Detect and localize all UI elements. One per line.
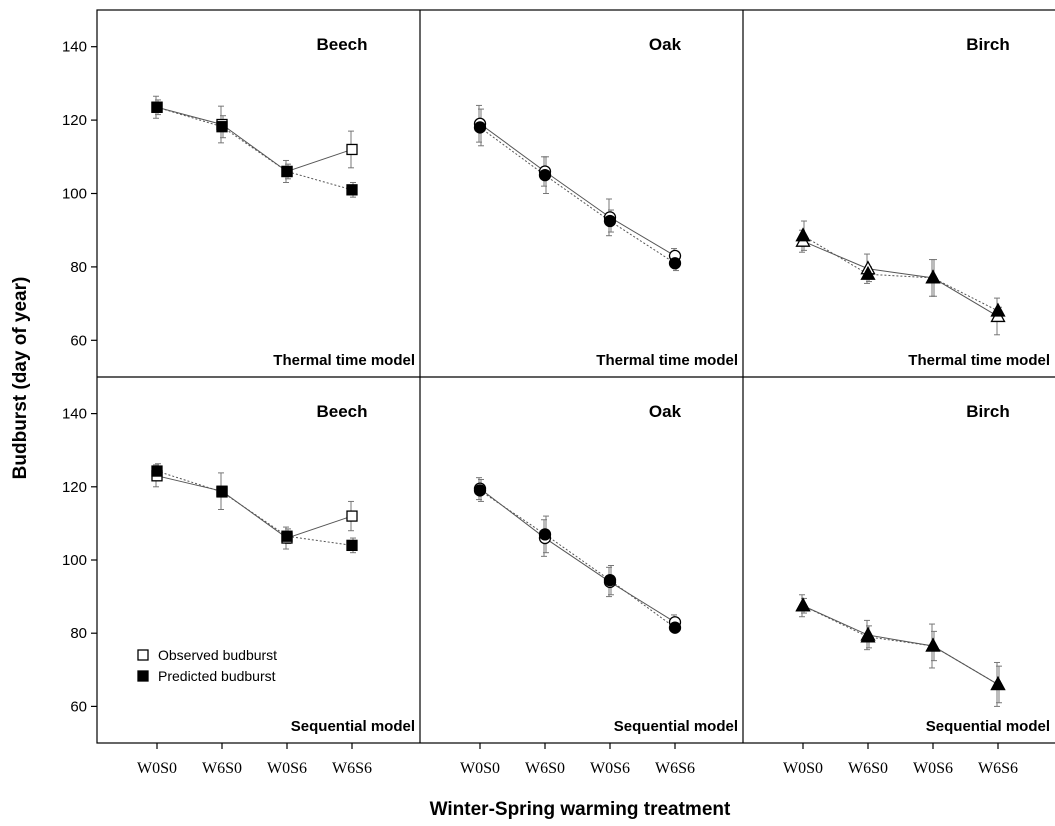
y-tick-label: 60 <box>70 698 87 715</box>
y-tick-label: 140 <box>62 39 87 56</box>
predicted-point-w6s0 <box>860 628 876 643</box>
y-tick-label: 120 <box>62 112 87 129</box>
x-tick-label: W6S0 <box>525 760 565 777</box>
series-line-observed <box>156 106 353 173</box>
y-tick-label: 100 <box>62 186 87 203</box>
predicted-point-w6s6 <box>990 302 1006 317</box>
panel-beech-thermal: Beech Thermal time model <box>151 35 415 369</box>
predicted-point-w6s6 <box>346 539 358 552</box>
axes-layer: 60 80 100 120 140 60 80 100 120 140 W0S0 W6S0 W0S6 W6… <box>62 9 1055 777</box>
x-tick-label: W0S6 <box>267 760 307 777</box>
x-tick-label: W0S0 <box>783 760 823 777</box>
series-line-predicted <box>802 235 999 312</box>
legend: Observed budburst Predicted budburst <box>137 647 277 684</box>
series-line-observed <box>479 123 676 257</box>
panel-species-title: Beech <box>316 35 367 54</box>
panel-species-title: Birch <box>966 402 1009 421</box>
x-tick-label: W6S6 <box>655 760 695 777</box>
panel-oak-thermal: Oak Thermal time model <box>473 35 738 369</box>
series-line-observed <box>479 488 676 623</box>
series-line-predicted <box>802 605 999 685</box>
y-tick-label: 80 <box>70 259 87 276</box>
predicted-point-w6s0 <box>538 528 552 541</box>
predicted-point-w6s0 <box>216 486 228 498</box>
observed-point-w6s6 <box>346 510 358 522</box>
panel-species-title: Oak <box>649 35 682 54</box>
panel-model-label: Sequential model <box>926 718 1050 735</box>
panel-birch-thermal: Birch Thermal time model <box>795 35 1050 369</box>
panel-species-title: Birch <box>966 35 1009 54</box>
predicted-point-w0s6 <box>603 214 617 228</box>
y-axis-title: Budburst (day of year) <box>10 277 31 480</box>
panels-layer: Beech Thermal time model Oak Thermal time m… <box>151 35 1050 735</box>
legend-label: Observed budburst <box>158 647 277 663</box>
x-tick-label: W6S6 <box>332 760 372 777</box>
predicted-point-w0s0 <box>473 121 487 134</box>
y-tick-label: 60 <box>70 332 87 349</box>
predicted-point-w0s6 <box>925 637 941 652</box>
predicted-point-w6s6 <box>990 676 1006 691</box>
x-tick-label: W0S0 <box>460 760 500 777</box>
predicted-point-w0s6 <box>281 530 293 542</box>
y-tick-label: 120 <box>62 479 87 496</box>
panel-birch-sequential: Birch Sequential model <box>795 402 1050 735</box>
y-tick-label: 140 <box>62 406 87 423</box>
predicted-point-w6s6 <box>346 184 358 196</box>
series-line-observed <box>802 605 999 685</box>
x-tick-label: W0S0 <box>137 760 177 777</box>
x-tick-label: W6S0 <box>202 760 242 777</box>
series-line-observed <box>156 475 353 539</box>
x-tick-label: W0S6 <box>590 760 630 777</box>
predicted-point-w6s0 <box>538 168 552 182</box>
x-tick-label: W6S0 <box>848 760 888 777</box>
y-tick-label: 100 <box>62 552 87 569</box>
predicted-point-w6s6 <box>668 621 682 634</box>
predicted-point-w0s6 <box>603 573 617 587</box>
panel-model-label: Thermal time model <box>908 352 1050 369</box>
legend-observed-marker <box>137 649 149 661</box>
predicted-point-w0s6 <box>281 165 293 178</box>
series-line-predicted <box>156 106 353 191</box>
predicted-point-w6s0 <box>216 121 228 133</box>
panel-oak-sequential: Oak Sequential model <box>473 402 738 735</box>
x-tick-label: W0S6 <box>913 760 953 777</box>
observed-point-w6s6 <box>346 143 358 156</box>
predicted-point-w0s6 <box>925 269 941 284</box>
series-line-predicted <box>479 127 676 264</box>
panel-model-label: Thermal time model <box>596 352 738 369</box>
panel-species-title: Beech <box>316 402 367 421</box>
panel-model-label: Sequential model <box>614 718 738 735</box>
y-tick-label: 80 <box>70 625 87 642</box>
x-axis-title: Winter-Spring warming treatment <box>430 799 731 820</box>
legend-label: Predicted budburst <box>158 668 276 684</box>
predicted-point-w0s0 <box>795 597 811 612</box>
legend-predicted-marker <box>137 670 149 682</box>
predicted-point-w0s0 <box>151 101 163 113</box>
panel-species-title: Oak <box>649 402 682 421</box>
series-line-predicted <box>156 470 353 546</box>
x-tick-label: W6S6 <box>978 760 1018 777</box>
predicted-point-w0s0 <box>473 484 487 497</box>
panel-beech-sequential: Beech Sequential model <box>151 402 415 735</box>
predicted-point-w0s0 <box>795 227 811 242</box>
panel-model-label: Sequential model <box>291 718 415 735</box>
predicted-point-w0s0 <box>151 465 163 477</box>
predicted-point-w6s0 <box>860 265 876 280</box>
predicted-point-w6s6 <box>668 257 682 270</box>
panel-model-label: Thermal time model <box>273 352 415 369</box>
